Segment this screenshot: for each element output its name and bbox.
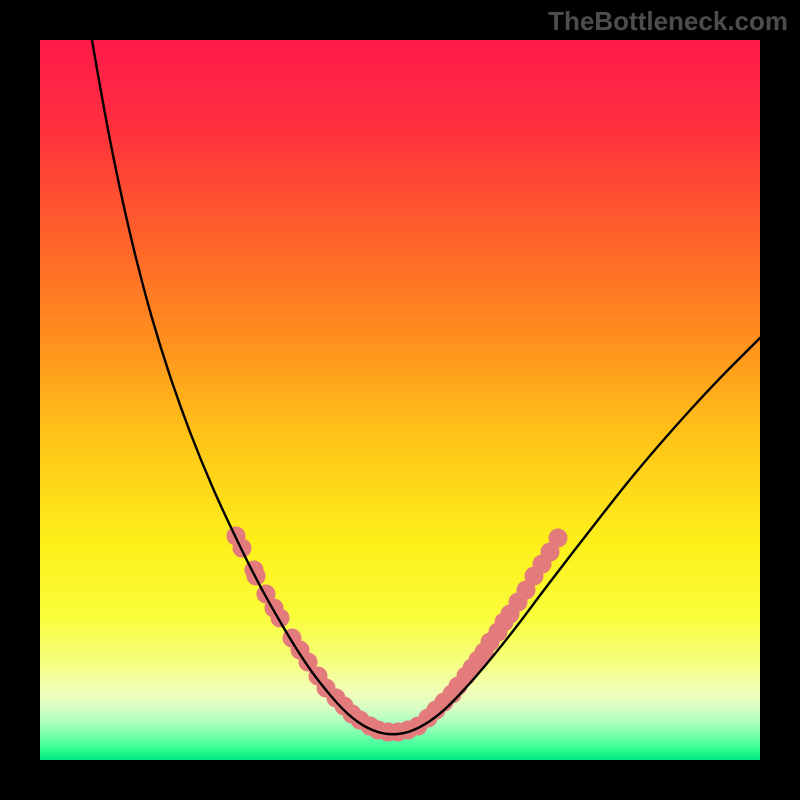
marker-group-left-cluster — [227, 527, 427, 741]
plot-area — [40, 40, 760, 760]
marker-group-right-cluster — [419, 529, 567, 727]
bottleneck-curve — [92, 40, 760, 734]
stage: TheBottleneck.com — [0, 0, 800, 800]
watermark-text: TheBottleneck.com — [548, 6, 788, 37]
marker-dot — [549, 529, 567, 547]
chart-svg — [40, 40, 760, 760]
